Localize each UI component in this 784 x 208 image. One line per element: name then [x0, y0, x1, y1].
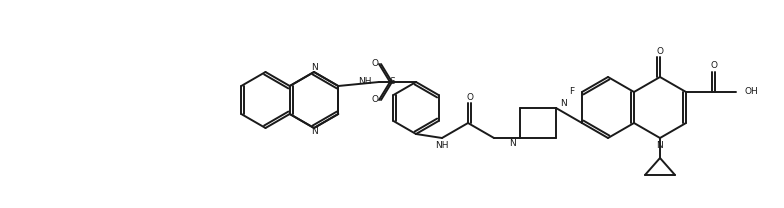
Text: NH: NH — [435, 141, 448, 151]
Text: N: N — [311, 128, 318, 136]
Text: O: O — [372, 95, 379, 104]
Text: N: N — [510, 139, 516, 147]
Text: N: N — [657, 141, 663, 151]
Text: O: O — [656, 47, 663, 56]
Text: N: N — [560, 99, 567, 108]
Text: N: N — [311, 63, 318, 73]
Text: O: O — [372, 59, 379, 68]
Text: OH: OH — [745, 88, 759, 97]
Text: S: S — [389, 78, 395, 87]
Text: F: F — [569, 88, 574, 97]
Text: O: O — [710, 62, 717, 71]
Text: NH: NH — [358, 78, 372, 87]
Text: O: O — [466, 93, 474, 102]
